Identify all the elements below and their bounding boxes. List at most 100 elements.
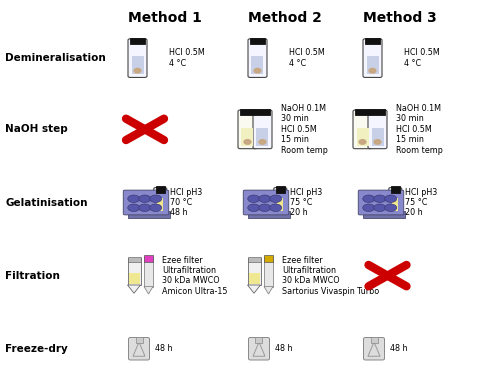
FancyBboxPatch shape — [248, 338, 270, 360]
Ellipse shape — [128, 204, 140, 212]
Ellipse shape — [259, 195, 271, 202]
Ellipse shape — [150, 204, 162, 212]
Bar — [366, 56, 378, 74]
Bar — [136, 337, 142, 343]
Bar — [277, 198, 283, 211]
FancyBboxPatch shape — [124, 190, 169, 215]
Text: Filtration: Filtration — [5, 271, 60, 280]
Bar — [391, 186, 400, 193]
Bar — [242, 128, 254, 146]
Text: Freeze-dry: Freeze-dry — [5, 344, 68, 354]
Bar — [248, 273, 260, 284]
Ellipse shape — [374, 139, 382, 145]
FancyBboxPatch shape — [128, 39, 147, 78]
Ellipse shape — [363, 195, 375, 202]
Text: HCl 0.5M
4 °C: HCl 0.5M 4 °C — [404, 48, 440, 68]
Bar — [363, 211, 405, 218]
Polygon shape — [264, 286, 273, 294]
Ellipse shape — [128, 195, 140, 202]
Text: NaOH 0.1M
30 min
HCl 0.5M
15 min
Room temp: NaOH 0.1M 30 min HCl 0.5M 15 min Room te… — [396, 104, 443, 154]
Text: Method 3: Method 3 — [363, 11, 437, 25]
Ellipse shape — [385, 204, 397, 212]
Bar — [256, 337, 262, 343]
Text: HCl pH3
75 °C
20 h: HCl pH3 75 °C 20 h — [290, 188, 322, 218]
Bar — [276, 186, 284, 193]
Text: Method 1: Method 1 — [128, 11, 202, 25]
Text: Gelatinisation: Gelatinisation — [5, 198, 87, 207]
FancyBboxPatch shape — [243, 190, 288, 215]
Bar — [144, 255, 153, 262]
Bar — [157, 198, 163, 211]
Bar — [252, 56, 264, 74]
Ellipse shape — [258, 139, 266, 145]
Text: HCl pH3
75 °C
20 h: HCl pH3 75 °C 20 h — [405, 188, 437, 218]
Ellipse shape — [139, 195, 151, 202]
FancyBboxPatch shape — [128, 338, 150, 360]
Polygon shape — [128, 285, 140, 293]
Ellipse shape — [248, 204, 260, 212]
FancyBboxPatch shape — [358, 190, 404, 215]
FancyBboxPatch shape — [274, 188, 286, 214]
Bar — [240, 109, 255, 115]
Bar — [372, 128, 384, 146]
Bar — [156, 186, 165, 193]
Ellipse shape — [385, 195, 397, 202]
Bar — [370, 337, 378, 343]
Bar — [255, 109, 270, 115]
Bar — [264, 257, 273, 286]
Polygon shape — [248, 285, 260, 293]
Text: Ezee filter
Ultrafiltration
30 kDa MWCO
Amicon Ultra-15: Ezee filter Ultrafiltration 30 kDa MWCO … — [162, 255, 228, 296]
Text: 48 h: 48 h — [155, 344, 172, 353]
Text: HCl pH3
70 °C
48 h: HCl pH3 70 °C 48 h — [170, 188, 202, 218]
Ellipse shape — [254, 68, 262, 74]
Text: HCl 0.5M
4 °C: HCl 0.5M 4 °C — [169, 48, 205, 68]
FancyBboxPatch shape — [363, 39, 382, 78]
Bar — [128, 211, 170, 218]
FancyBboxPatch shape — [389, 188, 402, 214]
Polygon shape — [144, 286, 153, 294]
Bar — [365, 38, 380, 44]
Ellipse shape — [270, 195, 282, 202]
Text: 48 h: 48 h — [390, 344, 407, 353]
Ellipse shape — [270, 204, 282, 212]
FancyBboxPatch shape — [353, 110, 372, 149]
Ellipse shape — [150, 195, 162, 202]
Ellipse shape — [248, 195, 260, 202]
Bar — [130, 38, 145, 44]
Ellipse shape — [368, 68, 376, 74]
Ellipse shape — [259, 204, 271, 212]
Ellipse shape — [374, 204, 386, 212]
Bar — [144, 257, 153, 286]
Bar — [128, 258, 140, 285]
Bar — [248, 258, 260, 285]
Ellipse shape — [139, 204, 151, 212]
Text: Ezee filter
Ultrafiltration
30 kDa MWCO
Sartorius Vivaspin Turbo: Ezee filter Ultrafiltration 30 kDa MWCO … — [282, 255, 380, 296]
Text: HCl 0.5M
4 °C: HCl 0.5M 4 °C — [289, 48, 325, 68]
Text: NaOH 0.1M
30 min
HCl 0.5M
15 min
Room temp: NaOH 0.1M 30 min HCl 0.5M 15 min Room te… — [281, 104, 328, 154]
Bar — [128, 257, 140, 262]
FancyBboxPatch shape — [368, 110, 387, 149]
Ellipse shape — [358, 139, 366, 145]
Text: Demineralisation: Demineralisation — [5, 53, 106, 63]
FancyBboxPatch shape — [248, 39, 267, 78]
Bar — [248, 211, 290, 218]
FancyBboxPatch shape — [238, 110, 257, 149]
Bar — [250, 38, 265, 44]
Ellipse shape — [244, 139, 252, 145]
Bar — [264, 255, 273, 262]
Ellipse shape — [374, 195, 386, 202]
Ellipse shape — [363, 204, 375, 212]
FancyBboxPatch shape — [364, 338, 384, 360]
Text: 48 h: 48 h — [275, 344, 292, 353]
Bar — [132, 56, 143, 74]
Text: NaOH step: NaOH step — [5, 124, 68, 134]
Bar — [256, 128, 268, 146]
Ellipse shape — [134, 68, 141, 74]
Bar — [355, 109, 370, 115]
Bar — [128, 273, 140, 284]
Text: Method 2: Method 2 — [248, 11, 322, 25]
Bar — [356, 128, 368, 146]
Bar — [248, 257, 260, 262]
Bar — [392, 198, 398, 211]
FancyBboxPatch shape — [154, 188, 167, 214]
